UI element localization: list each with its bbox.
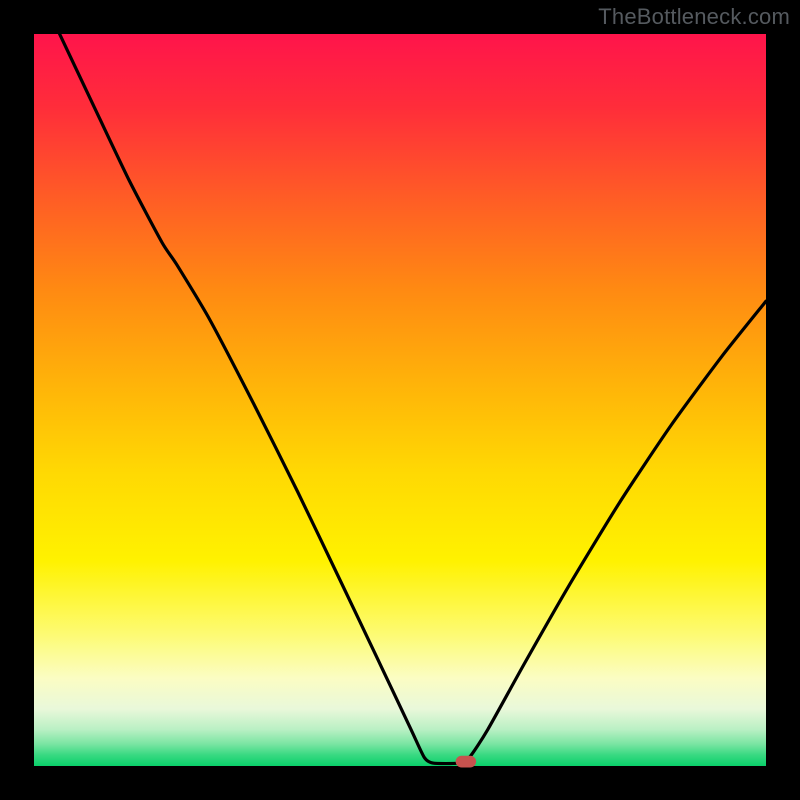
watermark-text: TheBottleneck.com bbox=[598, 4, 790, 30]
bottleneck-marker bbox=[456, 756, 477, 768]
bottleneck-chart bbox=[0, 0, 800, 800]
chart-background bbox=[34, 34, 766, 766]
chart-container: TheBottleneck.com bbox=[0, 0, 800, 800]
